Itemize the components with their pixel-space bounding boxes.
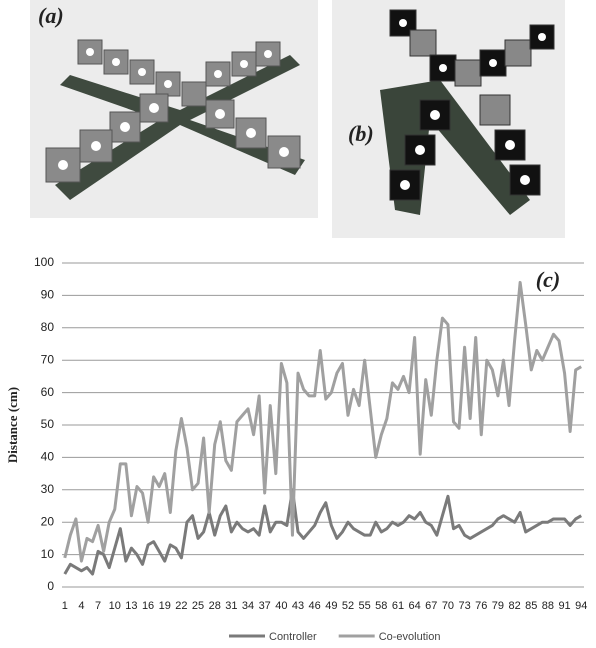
- annotation: (c): [536, 267, 560, 292]
- x-tick-label: 55: [359, 600, 371, 612]
- module: [479, 94, 511, 126]
- marker: [399, 19, 407, 27]
- marker: [58, 160, 68, 170]
- module: [205, 99, 235, 129]
- legend-label: Co-evolution: [379, 631, 441, 643]
- marker: [279, 147, 289, 157]
- x-tick-label: 52: [342, 600, 354, 612]
- x-tick-label: 40: [275, 600, 287, 612]
- x-tick-label: 67: [425, 600, 437, 612]
- panel-label: (b): [348, 121, 374, 146]
- x-tick-label: 61: [392, 600, 404, 612]
- y-tick-label: 30: [41, 482, 55, 496]
- marker: [538, 33, 546, 41]
- marker: [246, 128, 256, 138]
- x-tick-label: 49: [325, 600, 337, 612]
- x-tick-label: 1: [62, 600, 68, 612]
- x-tick-label: 91: [558, 600, 570, 612]
- marker: [240, 60, 248, 68]
- module: [45, 147, 81, 183]
- legend-label: Controller: [269, 631, 317, 643]
- module: [419, 99, 451, 131]
- marker: [400, 180, 410, 190]
- y-axis-label: Distance (cm): [5, 387, 20, 463]
- y-tick-label: 60: [41, 385, 55, 399]
- y-tick-label: 100: [34, 255, 54, 269]
- data-line: [63, 280, 582, 563]
- marker: [415, 145, 425, 155]
- y-tick-label: 50: [41, 417, 55, 431]
- marker: [120, 122, 130, 132]
- x-tick-label: 94: [575, 600, 587, 612]
- x-tick-label: 82: [508, 600, 520, 612]
- y-tick-label: 80: [41, 320, 55, 334]
- x-tick-label: 70: [442, 600, 454, 612]
- x-tick-label: 16: [142, 600, 154, 612]
- marker: [214, 70, 222, 78]
- module: [504, 39, 532, 67]
- module: [454, 59, 482, 87]
- marker: [489, 59, 497, 67]
- x-tick-label: 22: [175, 600, 187, 612]
- image-a: (a): [30, 0, 318, 218]
- x-tick-label: 73: [458, 600, 470, 612]
- marker: [505, 140, 515, 150]
- x-tick-label: 10: [109, 600, 121, 612]
- marker: [430, 110, 440, 120]
- x-tick-label: 88: [542, 600, 554, 612]
- y-tick-label: 20: [41, 514, 55, 528]
- marker: [439, 64, 447, 72]
- marker: [264, 50, 272, 58]
- panel-label: (a): [38, 3, 64, 28]
- x-tick-label: 13: [125, 600, 137, 612]
- x-tick-label: 34: [242, 600, 254, 612]
- robot-shadow: [55, 55, 305, 200]
- data-line: [63, 488, 582, 576]
- x-tick-label: 31: [225, 600, 237, 612]
- x-tick-label: 76: [475, 600, 487, 612]
- module: [181, 81, 207, 107]
- y-tick-label: 0: [47, 579, 54, 593]
- x-tick-label: 7: [95, 600, 101, 612]
- x-tick-label: 64: [409, 600, 421, 612]
- marker: [215, 109, 225, 119]
- x-tick-label: 46: [309, 600, 321, 612]
- module: [409, 29, 437, 57]
- marker: [138, 68, 146, 76]
- y-tick-label: 70: [41, 352, 55, 366]
- x-tick-label: 25: [192, 600, 204, 612]
- x-tick-label: 79: [492, 600, 504, 612]
- image-b: (b): [332, 0, 565, 238]
- module: [129, 59, 155, 85]
- y-tick-label: 40: [41, 450, 55, 464]
- x-tick-label: 28: [209, 600, 221, 612]
- marker: [86, 48, 94, 56]
- marker: [91, 141, 101, 151]
- marker: [164, 80, 172, 88]
- x-tick-label: 43: [292, 600, 304, 612]
- x-tick-label: 85: [525, 600, 537, 612]
- x-tick-label: 37: [259, 600, 271, 612]
- y-tick-label: 10: [41, 547, 55, 561]
- x-tick-label: 4: [78, 600, 84, 612]
- marker: [149, 103, 159, 113]
- x-tick-label: 58: [375, 600, 387, 612]
- x-tick-label: 19: [159, 600, 171, 612]
- y-tick-label: 90: [41, 288, 55, 302]
- marker: [112, 58, 120, 66]
- marker: [520, 175, 530, 185]
